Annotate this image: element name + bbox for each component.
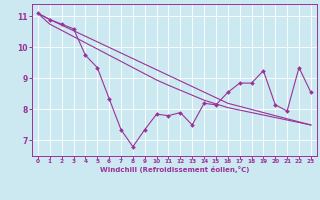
X-axis label: Windchill (Refroidissement éolien,°C): Windchill (Refroidissement éolien,°C): [100, 166, 249, 173]
